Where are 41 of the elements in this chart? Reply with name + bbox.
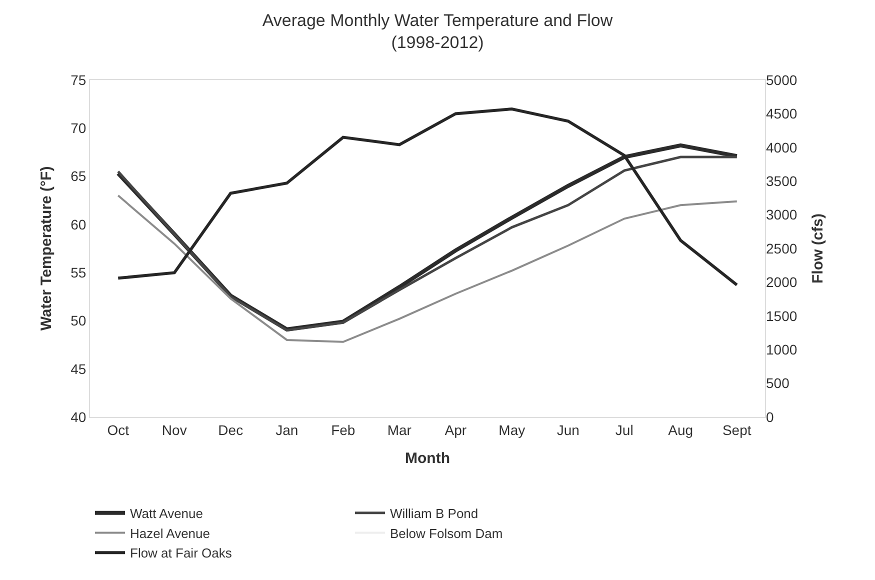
legend-label: William B Pond (390, 506, 478, 521)
chart-title: Average Monthly Water Temperature and Flow (1998-2012) (262, 11, 614, 52)
y-tick-label: 50 (70, 312, 86, 329)
y2-tick-label: 1000 (766, 342, 798, 358)
y2-tick-label: 5000 (766, 72, 798, 88)
x-tick-label: Sept (722, 422, 752, 438)
x-tick-label: Mar (387, 422, 412, 438)
x-tick-label: Dec (218, 422, 244, 438)
y2-tick-label: 4500 (766, 106, 798, 122)
y2-axis-title: Flow (cfs) (809, 214, 826, 284)
line-series (117, 194, 738, 343)
y-tick-label: 70 (70, 120, 86, 136)
y-tick-label: 60 (70, 216, 86, 232)
x-tick-label: Jun (556, 422, 580, 438)
x-tick-label: Aug (668, 422, 694, 438)
legend-label: Hazel Avenue (130, 526, 210, 541)
legend-label: Watt Avenue (130, 506, 203, 521)
x-tick-label: Apr (444, 422, 467, 438)
x-tick-label: Feb (331, 422, 356, 438)
x-tick-label: Jul (615, 422, 634, 438)
y-tick-label: 40 (70, 408, 86, 425)
y2-tick-label: 2500 (766, 240, 798, 256)
y-tick-label: 55 (70, 264, 86, 280)
y2-tick-label: 2000 (766, 274, 798, 290)
x-axis-title: Month (405, 450, 450, 467)
x-tick-label: May (498, 422, 526, 438)
x-tick-label: Nov (162, 422, 187, 438)
y-tick-label: 75 (70, 72, 86, 88)
y2-tick-label: 1500 (766, 308, 798, 324)
y2-tick-label: 4000 (766, 139, 798, 156)
y-tick-label: 45 (70, 360, 86, 377)
y2-tick-label: 0 (766, 408, 774, 425)
y2-tick-label: 3000 (766, 206, 798, 223)
y2-tick-label: 500 (766, 375, 790, 392)
legend-label: Below Folsom Dam (390, 526, 503, 541)
y-axis-title: Water Temperature (°F) (38, 166, 55, 331)
x-tick-label: Oct (107, 422, 130, 438)
y2-tick-label: 3500 (766, 173, 798, 189)
legend-label: Flow at Fair Oaks (130, 546, 232, 561)
x-tick-label: Jan (276, 422, 298, 438)
y-tick-label: 65 (70, 168, 86, 184)
